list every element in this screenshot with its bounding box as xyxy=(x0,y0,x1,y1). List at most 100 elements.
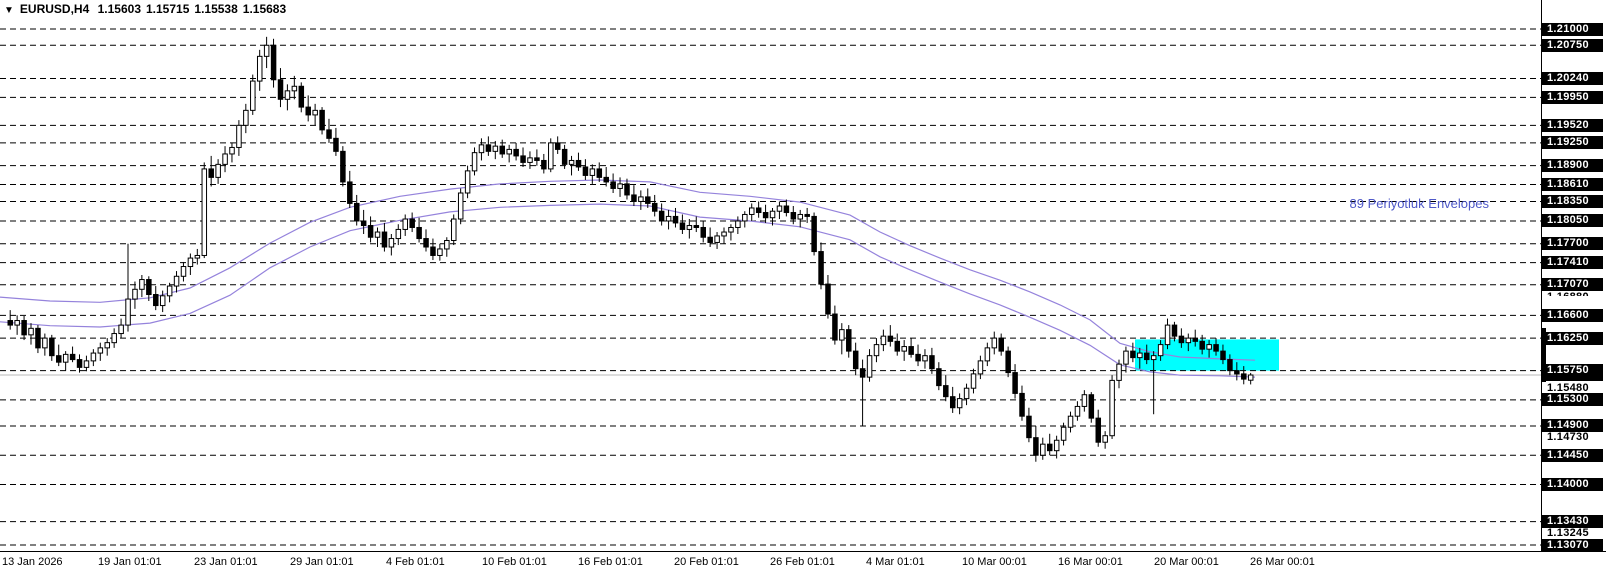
candle-body xyxy=(700,226,706,238)
candle-body xyxy=(1109,379,1115,437)
candle-body xyxy=(1171,324,1178,337)
price-level-label: 1.19250 xyxy=(1542,136,1603,150)
price-level-label: 1.20240 xyxy=(1542,71,1603,85)
candle-body xyxy=(1227,359,1233,372)
candle-body xyxy=(28,327,34,336)
candle-body xyxy=(1123,350,1129,365)
candle-body xyxy=(638,196,644,202)
candle-body xyxy=(846,329,852,352)
candle-body xyxy=(873,344,880,357)
candle-body xyxy=(1199,340,1205,350)
candle-body xyxy=(423,238,429,248)
candle-body xyxy=(277,79,284,100)
candle-body xyxy=(582,166,589,176)
candle-body xyxy=(1178,335,1185,344)
candle-body xyxy=(250,80,256,111)
price-level-label: 1.18900 xyxy=(1542,159,1603,173)
candle-body xyxy=(464,170,471,194)
candle-body xyxy=(970,373,977,389)
price-level-label: 1.20750 xyxy=(1542,38,1603,52)
candle-body xyxy=(1095,417,1102,443)
candle-body xyxy=(97,347,104,354)
candle-body xyxy=(187,257,194,268)
price-level-label: 1.18350 xyxy=(1542,194,1603,208)
candle-body xyxy=(527,157,533,163)
price-tick-clipped: 1.16880 xyxy=(1547,290,1603,296)
candle-body xyxy=(402,218,409,230)
candle-body xyxy=(256,55,263,82)
candle-body xyxy=(430,246,436,256)
candle-body xyxy=(1116,363,1122,381)
candle-body xyxy=(1241,373,1247,380)
candle-body xyxy=(1060,426,1067,441)
price-level-label: 1.21000 xyxy=(1542,22,1603,36)
candle-body xyxy=(367,225,374,238)
candle-body xyxy=(943,385,949,398)
candle-body xyxy=(1067,415,1074,428)
candle-body xyxy=(866,355,873,378)
candle-body xyxy=(1192,337,1199,342)
price-tick-label: 1.14730 xyxy=(1547,430,1603,444)
candle-body xyxy=(804,213,810,217)
candle-body xyxy=(658,210,665,222)
highlight-rect[interactable] xyxy=(1135,339,1279,371)
candle-body xyxy=(672,215,679,224)
candle-body xyxy=(374,231,381,238)
date-label: 26 Feb 01:01 xyxy=(770,556,835,568)
candle-body xyxy=(1164,324,1171,346)
price-tick-label: 1.16880 xyxy=(1547,290,1603,296)
candle-body xyxy=(1053,439,1060,452)
candle-body xyxy=(991,337,998,349)
candle-body xyxy=(755,207,762,214)
symbol-dropdown-icon[interactable]: ▼ xyxy=(4,5,14,16)
date-label: 13 Jan 2026 xyxy=(2,556,63,568)
price-axis[interactable]: 1.156831.168801.154801.147301.132451.210… xyxy=(1541,0,1606,552)
candle-body xyxy=(104,342,111,349)
candle-body xyxy=(56,355,62,363)
candle-body xyxy=(1137,352,1143,359)
candle-body xyxy=(1234,370,1240,375)
candle-body xyxy=(270,44,277,81)
ohlc-open: 1.15603 xyxy=(97,2,141,16)
candle-body xyxy=(790,212,797,220)
candle-body xyxy=(977,360,984,375)
candle-body xyxy=(340,150,346,183)
date-label: 10 Feb 01:01 xyxy=(482,556,547,568)
candle-body xyxy=(1033,437,1039,456)
candle-body xyxy=(1047,443,1053,452)
candle-body xyxy=(111,333,117,344)
candle-body xyxy=(506,148,512,155)
date-label: 4 Mar 01:01 xyxy=(866,556,925,568)
date-label: 16 Feb 01:01 xyxy=(578,556,643,568)
candle-body xyxy=(624,183,630,196)
candle-body xyxy=(728,226,734,233)
candle-body xyxy=(915,353,921,362)
candle-body xyxy=(818,251,824,285)
candle-body xyxy=(1074,405,1081,417)
candle-body xyxy=(783,205,790,214)
price-level-label: 1.17410 xyxy=(1542,256,1603,270)
envelopes-indicator-label: 89 Periyotluk Envelopes xyxy=(1349,196,1489,211)
candle-body xyxy=(83,360,90,368)
chart-plot-area[interactable] xyxy=(0,0,1541,551)
price-level-label: 1.19520 xyxy=(1542,118,1603,132)
time-axis[interactable]: 13 Jan 2026 19 Jan 01:01 23 Jan 01:01 29 Ja… xyxy=(0,552,1606,577)
time-axis-border xyxy=(0,551,1606,552)
candle-body xyxy=(651,202,658,212)
candle-body xyxy=(180,266,187,277)
price-tick-label: 1.15480 xyxy=(1547,381,1603,395)
candle-body xyxy=(360,220,367,227)
candle-body xyxy=(125,298,131,326)
candle-body xyxy=(679,222,686,230)
price-level-label: 1.15750 xyxy=(1542,364,1603,378)
candle-body xyxy=(1012,372,1018,394)
envelope-upper-line xyxy=(0,179,1256,361)
candle-body xyxy=(1144,352,1150,361)
candle-body xyxy=(354,202,360,222)
candle-body xyxy=(1150,355,1157,361)
candle-body xyxy=(513,148,519,157)
candle-body xyxy=(922,355,928,362)
price-level-label: 1.14450 xyxy=(1542,448,1603,462)
candle-body xyxy=(575,159,582,168)
